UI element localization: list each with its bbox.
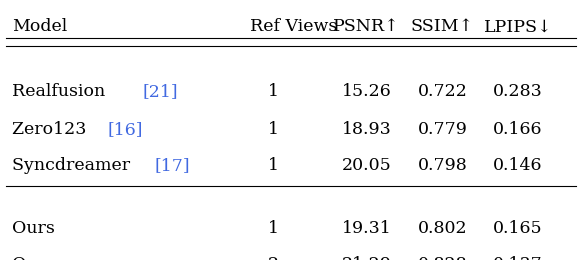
Text: Realfusion: Realfusion: [12, 83, 111, 100]
Text: [17]: [17]: [154, 157, 190, 174]
Text: 15.26: 15.26: [342, 83, 392, 100]
Text: Ours: Ours: [12, 220, 55, 237]
Text: Ref Views: Ref Views: [250, 18, 338, 35]
Text: LPIPS↓: LPIPS↓: [484, 18, 552, 35]
Text: 0.165: 0.165: [493, 220, 543, 237]
Text: 1: 1: [268, 121, 279, 138]
Text: 20.05: 20.05: [342, 157, 392, 174]
Text: 0.802: 0.802: [417, 220, 467, 237]
Text: 0.146: 0.146: [493, 157, 543, 174]
Text: 2: 2: [268, 256, 279, 260]
Text: 0.798: 0.798: [417, 157, 467, 174]
Text: 0.283: 0.283: [493, 83, 543, 100]
Text: 0.137: 0.137: [493, 256, 543, 260]
Text: PSNR↑: PSNR↑: [333, 18, 400, 35]
Text: 21.29: 21.29: [342, 256, 392, 260]
Text: 0.722: 0.722: [417, 83, 467, 100]
Text: 0.779: 0.779: [417, 121, 467, 138]
Text: 19.31: 19.31: [342, 220, 392, 237]
Text: 18.93: 18.93: [342, 121, 392, 138]
Text: 0.166: 0.166: [493, 121, 543, 138]
Text: 1: 1: [268, 157, 279, 174]
Text: Zero123: Zero123: [12, 121, 91, 138]
Text: Ours: Ours: [12, 256, 55, 260]
Text: Syncdreamer: Syncdreamer: [12, 157, 135, 174]
Text: SSIM↑: SSIM↑: [411, 18, 474, 35]
Text: [21]: [21]: [143, 83, 178, 100]
Text: 1: 1: [268, 83, 279, 100]
Text: 1: 1: [268, 220, 279, 237]
Text: [16]: [16]: [108, 121, 143, 138]
Text: 0.828: 0.828: [417, 256, 467, 260]
Text: Model: Model: [12, 18, 67, 35]
